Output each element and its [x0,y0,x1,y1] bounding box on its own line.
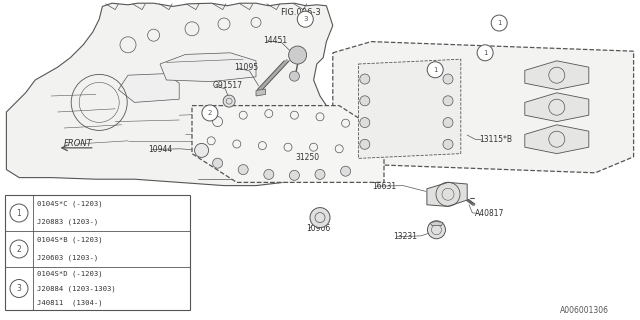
Circle shape [443,139,453,149]
Circle shape [238,164,248,175]
Polygon shape [192,106,384,182]
Circle shape [10,279,28,298]
Circle shape [492,15,508,31]
Circle shape [443,96,453,106]
Polygon shape [427,182,467,206]
Text: G91517: G91517 [212,81,243,90]
Circle shape [443,74,453,84]
Circle shape [289,46,307,64]
Text: 13231: 13231 [394,232,418,241]
Circle shape [310,208,330,228]
Text: 1: 1 [17,209,21,218]
Text: 2: 2 [208,110,212,116]
Circle shape [264,169,274,180]
Polygon shape [525,61,589,90]
Circle shape [289,71,300,81]
Circle shape [202,105,218,121]
Text: FRONT: FRONT [64,140,93,148]
Circle shape [360,96,370,106]
Circle shape [212,158,223,168]
Circle shape [289,170,300,180]
Circle shape [360,117,370,128]
Polygon shape [118,74,179,102]
Text: 31250: 31250 [296,153,320,162]
Text: 16631: 16631 [372,182,397,191]
Polygon shape [6,3,333,186]
Text: A40817: A40817 [475,209,504,218]
Text: FIG.006-3: FIG.006-3 [280,8,321,17]
Circle shape [428,62,444,78]
Text: 0104S*B (-1203): 0104S*B (-1203) [37,237,102,243]
Text: 1: 1 [497,20,502,26]
Circle shape [315,169,325,180]
Text: J20883 (1203-): J20883 (1203-) [37,219,99,225]
Circle shape [360,139,370,149]
Polygon shape [333,42,634,173]
Polygon shape [525,93,589,122]
Text: 10944: 10944 [148,145,173,154]
Circle shape [10,204,28,222]
Text: 2: 2 [17,244,21,253]
Text: 10966: 10966 [306,224,330,233]
Text: J40811  (1304-): J40811 (1304-) [37,300,102,306]
Circle shape [340,166,351,176]
Circle shape [360,74,370,84]
Text: 3: 3 [17,284,21,293]
Bar [5,195,190,310]
Circle shape [297,11,314,27]
Circle shape [223,95,235,107]
Text: 0104S*D (-1203): 0104S*D (-1203) [37,271,102,277]
Circle shape [477,45,493,61]
Text: 1: 1 [483,50,488,56]
Polygon shape [430,221,443,226]
Text: 3: 3 [303,16,308,22]
Text: 14451: 14451 [264,36,288,45]
Text: A006001306: A006001306 [560,306,609,315]
Circle shape [443,117,453,128]
Polygon shape [525,125,589,154]
Circle shape [428,221,445,239]
Polygon shape [160,53,256,82]
Polygon shape [256,89,266,96]
Circle shape [195,143,209,157]
Text: 11095: 11095 [234,63,259,72]
Polygon shape [358,59,461,158]
Text: 13115*B: 13115*B [479,135,512,144]
Text: 0104S*C (-1203): 0104S*C (-1203) [37,201,102,207]
Text: J20884 (1203-1303): J20884 (1203-1303) [37,285,116,292]
Text: J20603 (1203-): J20603 (1203-) [37,255,99,261]
Text: 1: 1 [433,67,438,73]
Circle shape [10,240,28,258]
